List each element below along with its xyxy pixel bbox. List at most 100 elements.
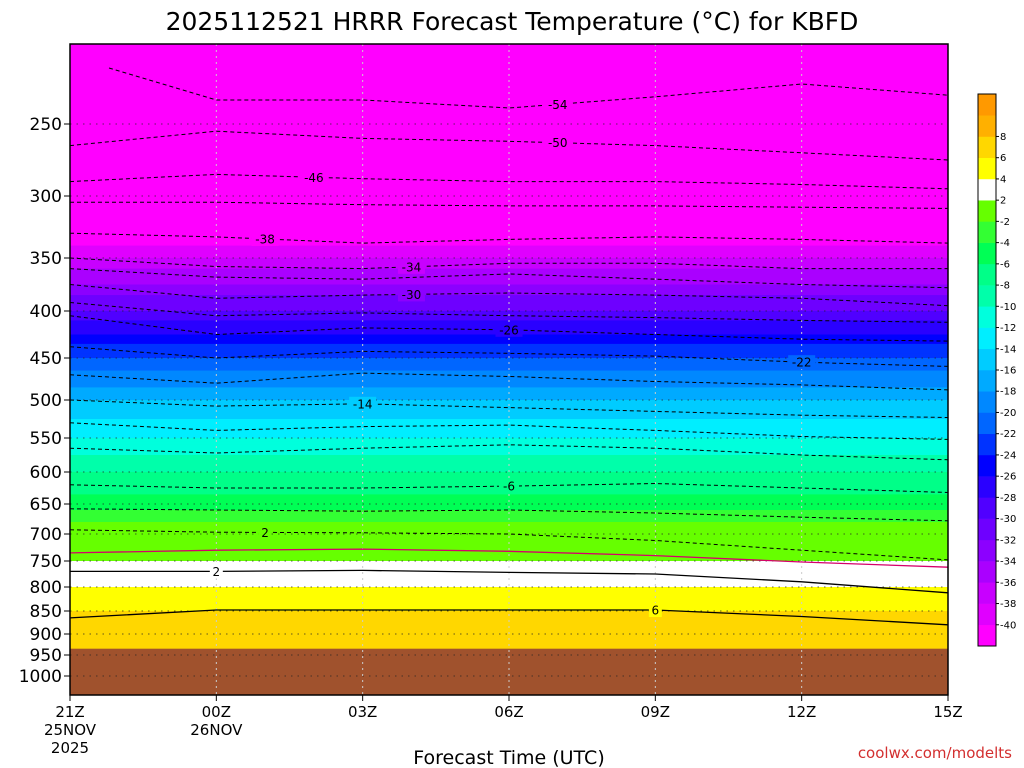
y-tick-label: 900 <box>30 625 62 645</box>
temperature-band <box>70 536 948 540</box>
y-tick-label: 950 <box>30 646 62 666</box>
contour-line <box>70 482 948 493</box>
temperature-band <box>70 504 948 508</box>
temperature-band <box>70 374 948 380</box>
temperature-band <box>70 343 948 350</box>
temperature-band <box>70 411 948 416</box>
contour-label-bg <box>499 479 519 494</box>
temperature-band <box>70 603 948 607</box>
temperature-band <box>70 472 948 476</box>
contour-label: 2 <box>261 526 269 540</box>
temperature-band <box>70 640 948 643</box>
contour-label-bg <box>300 170 328 185</box>
colorbar-swatch <box>978 94 996 116</box>
temperature-band <box>70 579 948 583</box>
temperature-band <box>70 568 948 572</box>
contour-label-bg <box>788 355 816 370</box>
temperature-band <box>70 510 948 514</box>
temperature-band <box>70 160 948 168</box>
chart-title: 2025112521 HRRR Forecast Temperature (°C… <box>166 7 859 36</box>
colorbar-label: 8 <box>1000 132 1006 143</box>
temperature-band <box>70 434 948 439</box>
temperature-band <box>70 461 948 466</box>
colorbar-label: -8 <box>1000 281 1010 292</box>
colorbar-swatch <box>978 433 996 456</box>
colorbar-swatch <box>978 178 996 201</box>
contour-label-bg <box>209 564 223 579</box>
contour-lines: -54 -50 -46 -38 -34 -30 -26 -22 -14 -6 2 2 6 <box>70 67 948 626</box>
temperature-band <box>70 174 948 183</box>
colorbar-swatch <box>978 391 996 413</box>
temperature-band <box>70 273 948 280</box>
temperature-band <box>70 339 948 345</box>
x-tick-label: 21Z <box>55 703 84 721</box>
temperature-band <box>70 465 948 470</box>
x-tick-sublabel: 25NOV <box>44 721 97 739</box>
temperature-band <box>70 494 948 499</box>
colorbar-swatch <box>978 603 996 626</box>
colorbar-swatch <box>978 624 996 647</box>
y-tick-label: 800 <box>30 578 62 598</box>
temperature-band <box>70 68 948 77</box>
contour-line <box>70 130 948 161</box>
colorbar-swatch <box>978 412 996 434</box>
colorbar-swatch <box>978 582 996 604</box>
temperature-band <box>70 188 948 197</box>
contour-label-bg <box>397 259 425 274</box>
y-tick-label: 550 <box>30 429 62 449</box>
colorbar-swatch <box>978 561 996 583</box>
temperature-band <box>70 629 948 633</box>
temperature-band <box>70 370 948 376</box>
y-tick-label: 750 <box>30 552 62 572</box>
temperature-band <box>70 315 948 321</box>
temperature-band <box>70 289 948 296</box>
contour-label: -14 <box>353 397 373 411</box>
temperature-band <box>70 92 948 101</box>
temperature-band <box>70 519 948 523</box>
colorbar-swatch <box>978 221 996 243</box>
temperature-band <box>70 44 948 53</box>
contour-label-bg <box>495 322 523 337</box>
temperature-band <box>70 181 948 190</box>
colorbar-label: -10 <box>1000 302 1016 313</box>
colorbar-swatch <box>978 518 996 541</box>
y-tick-label: 850 <box>30 602 62 622</box>
temperature-band <box>70 555 948 559</box>
colorbar-label: -30 <box>1000 514 1016 525</box>
x-tick-label: 06Z <box>494 703 523 721</box>
temperature-band <box>70 587 948 590</box>
temperature-band <box>70 458 948 463</box>
temperature-band <box>70 448 948 453</box>
temperature-band <box>70 279 948 286</box>
x-tick-sublabel: 26NOV <box>190 721 243 739</box>
temperature-band <box>70 531 948 535</box>
temperature-band <box>70 295 948 301</box>
temperature-band <box>70 516 948 520</box>
colorbar-label: -22 <box>1000 429 1016 440</box>
temperature-band <box>70 455 948 459</box>
colorbar-label: -32 <box>1000 535 1016 546</box>
colorbar-label: 6 <box>1000 153 1006 164</box>
colorbar-label: -34 <box>1000 557 1016 568</box>
y-tick-label: 450 <box>30 349 62 369</box>
x-tick-label: 15Z <box>933 703 962 721</box>
colorbar-label: -4 <box>1000 238 1010 249</box>
temperature-band <box>70 534 948 538</box>
colorbar-swatch <box>978 348 996 371</box>
temperature-band <box>70 387 948 393</box>
temperature-band <box>70 574 948 578</box>
contour-line <box>70 508 948 522</box>
y-tick-label: 1000 <box>19 667 62 687</box>
credit-text: coolwx.com/modelts <box>858 744 1012 762</box>
y-tick-label: 700 <box>30 525 62 545</box>
colorbar-label: -2 <box>1000 217 1010 228</box>
colorbar-swatch <box>978 263 996 286</box>
ground-area <box>70 648 948 695</box>
x-tick-label: 12Z <box>787 703 816 721</box>
temperature-band <box>70 430 948 435</box>
colorbar-swatch <box>978 370 996 392</box>
contour-label-bg <box>397 287 425 302</box>
colorbar-label: -38 <box>1000 599 1016 610</box>
